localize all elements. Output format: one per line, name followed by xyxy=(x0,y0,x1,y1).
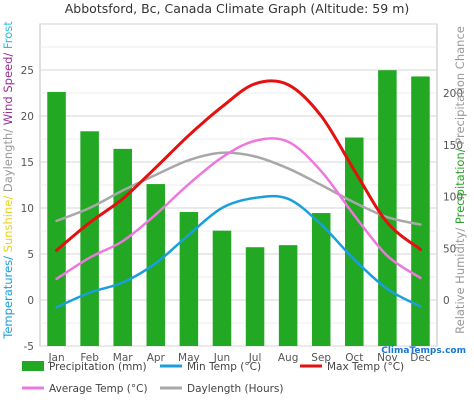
right-axis-ticks: 0 50 100 150 200 xyxy=(443,88,463,307)
right-tick-label: 0 xyxy=(443,295,450,307)
right-tick-label: 150 xyxy=(443,140,463,152)
right-tick-label: 50 xyxy=(443,243,456,255)
grid-lines xyxy=(40,23,437,347)
legend-label: Daylength (Hours) xyxy=(187,383,284,395)
left-tick-label: 20 xyxy=(21,111,34,123)
axis-label-part: Relative Humidity/ xyxy=(453,228,467,334)
average-temp-c-line xyxy=(55,137,422,281)
x-tick-label: Oct xyxy=(345,352,363,364)
right-tick-label: 100 xyxy=(443,192,463,204)
x-tick-label: Jun xyxy=(213,352,230,364)
x-tick-label: Jan xyxy=(47,352,64,364)
left-tick-label: 15 xyxy=(21,157,34,169)
axis-label-part: Sunshine/ xyxy=(1,196,15,256)
precipitation-bar xyxy=(311,213,331,346)
right-tick-label: 200 xyxy=(443,88,463,100)
precipitation-bar xyxy=(47,91,66,346)
axis-label-part: Wind Speed/ xyxy=(1,53,15,129)
x-tick-label: Sep xyxy=(311,352,331,364)
precipitation-bar xyxy=(245,247,265,346)
left-tick-label: 10 xyxy=(21,203,34,215)
x-tick-label: Jul xyxy=(248,352,262,364)
precipitation-bar xyxy=(345,137,364,346)
legend: Precipitation (mm) Min Temp (°C) Max Temp … xyxy=(22,361,404,395)
x-tick-label: May xyxy=(178,352,200,364)
x-tick-label: Aug xyxy=(278,352,299,364)
axis-label-part: Frost xyxy=(1,21,15,53)
left-tick-label: 0 xyxy=(27,295,34,307)
chart-title: Abbotsford, Bc, Canada Climate Graph (Al… xyxy=(65,1,410,16)
left-tick-label: -5 xyxy=(24,341,34,353)
precipitation-bar xyxy=(146,184,166,346)
x-tick-label: Apr xyxy=(147,352,166,364)
legend-label: Max Temp (°C) xyxy=(327,361,404,373)
axis-label-part: Temperatures/ xyxy=(1,256,15,340)
precipitation-bar xyxy=(212,230,232,346)
precipitation-bar xyxy=(113,148,132,346)
x-tick-label: Nov xyxy=(377,352,398,364)
left-axis-ticks: -5 0 5 10 15 20 25 xyxy=(21,65,34,353)
axis-label-part: Daylength/ xyxy=(1,129,15,196)
y-axis-label-left: Temperatures/ Sunshine/ Daylength/ Wind … xyxy=(1,21,15,340)
legend-swatch-bar xyxy=(22,361,44,371)
brand-watermark: ClimaTemps.com xyxy=(381,346,466,356)
y-axis-label-right: Relative Humidity/ Precipitation/ Precip… xyxy=(453,26,467,334)
temperature-lines xyxy=(55,79,422,309)
legend-label: Precipitation (mm) xyxy=(49,361,147,373)
min-temp-c-line xyxy=(55,194,422,309)
precipitation-bar xyxy=(80,131,99,346)
precipitation-bar xyxy=(378,70,397,346)
axis-label-part: Precipitation Chance xyxy=(453,26,467,148)
x-axis-ticks: Jan Feb Mar Apr May Jun Jul Aug Sep Oct Nov Dec xyxy=(47,352,430,364)
precipitation-bar xyxy=(278,245,298,346)
precipitation-bar xyxy=(179,212,199,346)
left-tick-label: 5 xyxy=(27,249,34,261)
max-temp-c-line xyxy=(55,79,422,252)
x-tick-label: Dec xyxy=(410,352,431,364)
x-tick-label: Mar xyxy=(113,352,133,364)
x-tick-label: Feb xyxy=(80,352,99,364)
precipitation-bar xyxy=(411,76,430,346)
precipitation-bars xyxy=(47,70,430,346)
axis-label-part: Precipitation/ xyxy=(453,148,467,228)
legend-label: Min Temp (°C) xyxy=(187,361,261,373)
left-tick-label: 25 xyxy=(21,65,34,77)
daylength-hours-line xyxy=(55,151,422,226)
legend-label: Average Temp (°C) xyxy=(49,383,148,395)
